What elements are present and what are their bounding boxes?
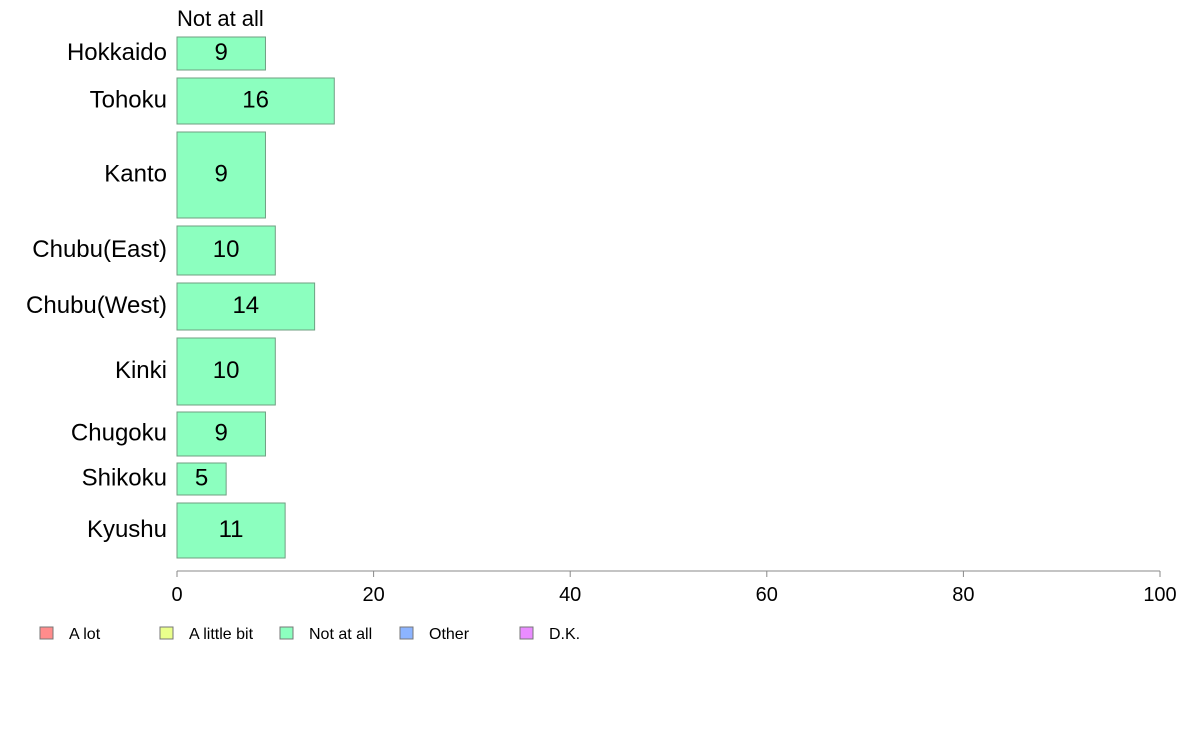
legend-swatch xyxy=(39,626,54,640)
x-tick-label: 60 xyxy=(756,584,778,606)
category-label: Kinki xyxy=(115,357,167,384)
x-tick-label: 40 xyxy=(559,584,581,606)
legend-label: A little bit xyxy=(189,626,254,643)
data-label: 11 xyxy=(219,516,244,543)
legend-swatch xyxy=(159,626,174,640)
bar-hokkaido xyxy=(176,36,266,71)
series-title: Not at all xyxy=(177,6,264,31)
legend-swatch xyxy=(399,626,414,640)
category-label: Tohoku xyxy=(90,86,167,113)
category-label: Hokkaido xyxy=(67,39,167,66)
category-label: Chubu(East) xyxy=(32,236,167,263)
category-labels: Hokkaido Tohoku Kanto Chubu(East) Chubu(West… xyxy=(26,39,167,543)
data-label: 9 xyxy=(215,419,228,446)
category-label: Shikoku xyxy=(82,464,167,491)
x-axis: 0 20 40 60 80 100 xyxy=(171,570,1177,606)
data-label: 10 xyxy=(213,236,240,263)
bars-group xyxy=(176,36,335,559)
x-tick-label: 100 xyxy=(1143,584,1176,606)
legend-label: D.K. xyxy=(549,626,580,643)
data-label: 14 xyxy=(232,292,259,319)
x-tick-label: 80 xyxy=(952,584,974,606)
bar-chubu-west xyxy=(176,282,316,331)
x-tick-label: 0 xyxy=(171,584,182,606)
legend: A lot A little bit Not at all Other D.K. xyxy=(39,626,580,643)
category-label: Kanto xyxy=(104,160,167,187)
data-label: 9 xyxy=(215,160,228,187)
bar-kyushu xyxy=(176,502,286,559)
bar-shikoku xyxy=(176,462,227,496)
data-label: 10 xyxy=(213,357,240,384)
data-label: 16 xyxy=(242,86,269,113)
bar-chugoku xyxy=(176,411,266,457)
data-label: 9 xyxy=(215,39,228,66)
bar-chubu-east xyxy=(176,225,276,276)
legend-swatch xyxy=(519,626,534,640)
data-label: 5 xyxy=(195,464,208,491)
category-label: Kyushu xyxy=(87,516,167,543)
bar-tohoku xyxy=(176,77,335,125)
legend-swatch xyxy=(279,626,294,640)
legend-label: Other xyxy=(429,626,470,643)
bar-kanto xyxy=(176,131,266,219)
legend-label: Not at all xyxy=(309,626,372,643)
category-label: Chugoku xyxy=(71,419,167,446)
bar-kinki xyxy=(176,337,276,406)
category-label: Chubu(West) xyxy=(26,292,167,319)
legend-label: A lot xyxy=(69,626,101,643)
x-tick-label: 20 xyxy=(362,584,384,606)
